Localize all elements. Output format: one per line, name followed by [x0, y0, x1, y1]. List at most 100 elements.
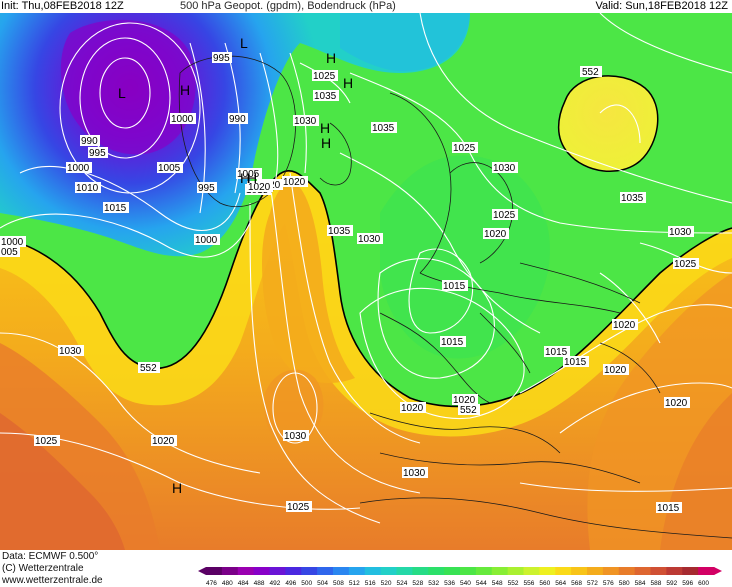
isobar-label: 1025	[35, 436, 58, 447]
copyright: (C) Wetterzentrale	[2, 563, 84, 574]
scale-label: 520	[381, 580, 392, 587]
scale-label: 564	[555, 580, 566, 587]
isobar-label: 1015	[104, 203, 127, 214]
isobar-label: 005	[1, 247, 18, 258]
isobar-label: 1030	[493, 163, 516, 174]
scale-swatch	[682, 567, 699, 575]
isobar-label: 1035	[621, 193, 644, 204]
scale-swatch	[555, 567, 572, 575]
isobar-label-bg	[544, 346, 570, 357]
height-labels: 552 552 552	[138, 66, 602, 416]
high-pressure-marker: H	[172, 480, 182, 496]
isobar-label: 1000	[1, 237, 24, 248]
scale-label: 600	[698, 580, 709, 587]
isobar-label-bg	[313, 90, 339, 101]
low-pressure-marker: L	[240, 35, 248, 51]
isobar-label-bg	[673, 258, 699, 269]
isobar-label: 1025	[674, 259, 697, 270]
scale-label: 492	[270, 580, 281, 587]
isobar-label-bg	[212, 52, 232, 63]
isobar-label-bg	[157, 162, 183, 173]
height-label: 552	[460, 405, 477, 416]
polar-jet-blue	[340, 13, 470, 72]
high-pressure-marker: H	[320, 120, 330, 136]
isobar-label-bg	[612, 319, 638, 330]
high-pressure-marker: H	[343, 75, 353, 91]
scale-swatch	[221, 567, 239, 575]
atlantic-ridge-core	[264, 369, 324, 445]
scale-swatch	[602, 567, 620, 575]
isobar-label-bg	[620, 192, 646, 203]
isobar-label-bg	[34, 435, 60, 446]
isobar-label-bg	[492, 162, 518, 173]
isobar-label: 1030	[669, 227, 692, 238]
scale-swatch	[380, 567, 397, 575]
scale-label: 528	[412, 580, 423, 587]
high-pressure-marker: H	[321, 135, 331, 151]
isobar-label-bg	[357, 233, 383, 244]
scale-swatch	[666, 567, 683, 575]
isobar-label: 1000	[67, 163, 90, 174]
isobar-label: 1020	[613, 320, 636, 331]
isobar-label-bg	[151, 435, 177, 446]
isobar-label-bg	[247, 181, 273, 192]
scale-swatch	[634, 567, 651, 575]
scale-swatch	[539, 567, 556, 575]
isobar-label: 1015	[657, 503, 680, 514]
scale-swatch	[650, 567, 667, 575]
isobar-label: 1020	[453, 395, 476, 406]
isobar-label-bg	[58, 345, 84, 356]
valid-time: Valid: Sun,18FEB2018 12Z	[595, 0, 729, 12]
isobar-label: 1015	[564, 357, 587, 368]
scale-swatch	[428, 567, 445, 575]
scale-label: 488	[254, 580, 265, 587]
scale-swatch	[475, 567, 493, 575]
scale-label: 572	[587, 580, 598, 587]
chart-header: Init: Thu,08FEB2018 12Z 500 hPa Geopot. …	[0, 0, 732, 13]
scale-swatch	[301, 567, 318, 575]
scale-swatch	[571, 567, 588, 575]
isobar-label: 1035	[314, 91, 337, 102]
coastlines	[178, 55, 732, 539]
isobar-label-bg	[327, 225, 353, 236]
scale-label: 504	[317, 580, 328, 587]
isobar-label-bg	[668, 226, 694, 237]
isobar-label-bg	[75, 182, 101, 193]
height-label: 552	[140, 363, 157, 374]
scale-swatch	[285, 567, 302, 575]
color-scale-legend: 476 480 484 488 492 496 500 504 508 512 516 520 524 5…	[198, 567, 722, 587]
isobar-label-bg	[0, 246, 20, 257]
isobar-label: 1035	[328, 226, 351, 237]
isobar-label-bg	[80, 135, 100, 146]
scale-label: 516	[365, 580, 376, 587]
scale-swatch	[253, 567, 270, 575]
scale-label: 480	[222, 580, 233, 587]
subtropical-band	[0, 170, 732, 437]
high-pressure-marker: H	[247, 170, 257, 186]
isobar-label-bg	[103, 202, 129, 213]
isobar-label: 1005	[237, 169, 260, 180]
isobar-label: 995	[198, 183, 215, 194]
chart-title: 500 hPa Geopot. (gpdm), Bodendruck (hPa)	[180, 0, 396, 12]
isobar-label-bg	[603, 364, 629, 375]
isobar-label: 1020	[283, 177, 306, 188]
scale-swatch	[507, 567, 524, 575]
isobar-label: 1030	[284, 431, 307, 442]
scale-label: 596	[682, 580, 693, 587]
scale-label: 476	[206, 580, 217, 587]
scale-label: 484	[238, 580, 249, 587]
isobar-label-bg	[283, 430, 309, 441]
isobar-label: 1010	[76, 183, 99, 194]
isobar-label: 1025	[453, 143, 476, 154]
isobar-label: 995	[213, 53, 230, 64]
isobar-label-bg	[286, 501, 312, 512]
isobar-label: 1030	[358, 234, 381, 245]
scale-label: 540	[460, 580, 471, 587]
isobar-label-bg	[656, 502, 682, 513]
scale-label: 584	[635, 580, 646, 587]
isobar-label-bg	[194, 234, 220, 245]
high-pressure-marker: H	[180, 82, 190, 98]
isobar-label: 990	[81, 136, 98, 147]
